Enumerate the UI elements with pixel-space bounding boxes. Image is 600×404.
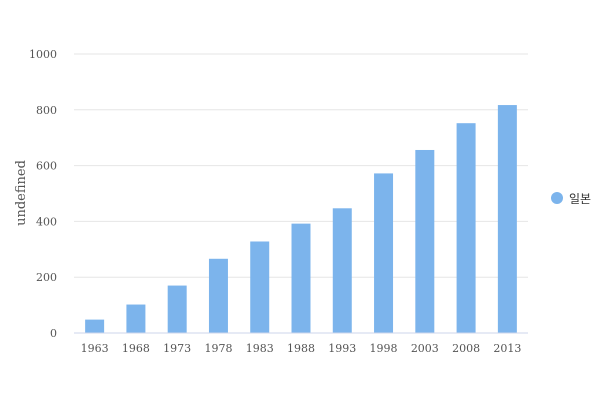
bar-1998[interactable] bbox=[374, 173, 394, 333]
x-tick-label: 2008 bbox=[452, 342, 480, 355]
legend-label-series-0: 일본 bbox=[569, 192, 591, 206]
legend-marker bbox=[551, 192, 563, 204]
bar-1968[interactable] bbox=[126, 304, 146, 333]
x-tick-label: 1963 bbox=[81, 342, 109, 355]
x-tick-label: 1988 bbox=[287, 342, 315, 355]
y-tick-label: 0 bbox=[50, 327, 57, 340]
y-tick-label: 400 bbox=[36, 215, 57, 228]
legend[interactable]: 일본 bbox=[551, 192, 591, 206]
bar-1993[interactable] bbox=[332, 208, 352, 333]
x-tick-label: 2013 bbox=[493, 342, 521, 355]
x-tick-label: 1983 bbox=[246, 342, 274, 355]
bar-1973[interactable] bbox=[167, 285, 187, 333]
bar-2008[interactable] bbox=[456, 123, 476, 333]
x-tick-label: 1998 bbox=[370, 342, 398, 355]
bar-1963[interactable] bbox=[85, 319, 105, 333]
y-tick-label: 1000 bbox=[29, 48, 57, 61]
x-tick-label: 1978 bbox=[204, 342, 232, 355]
x-tick-label: 1993 bbox=[328, 342, 356, 355]
bar-1983[interactable] bbox=[250, 241, 270, 333]
y-tick-label: 600 bbox=[36, 160, 57, 173]
y-tick-label: 200 bbox=[36, 271, 57, 284]
bar-series bbox=[85, 105, 517, 333]
y-axis-label: undefined bbox=[14, 160, 29, 226]
x-tick-label: 1968 bbox=[122, 342, 150, 355]
bar-1988[interactable] bbox=[291, 223, 311, 333]
grid-lines bbox=[74, 53, 528, 278]
y-axis-ticks: 0 200 400 600 800 1000 bbox=[29, 48, 57, 340]
bar-2013[interactable] bbox=[497, 105, 517, 333]
y-tick-label: 800 bbox=[36, 104, 57, 117]
x-tick-label: 1973 bbox=[163, 342, 191, 355]
bar-1978[interactable] bbox=[208, 258, 228, 333]
x-tick-label: 2003 bbox=[411, 342, 439, 355]
bar-2003[interactable] bbox=[415, 149, 435, 333]
x-axis-ticks: 1963 1968 1973 1978 1983 1988 1993 1998 2003 2008… bbox=[81, 342, 522, 355]
